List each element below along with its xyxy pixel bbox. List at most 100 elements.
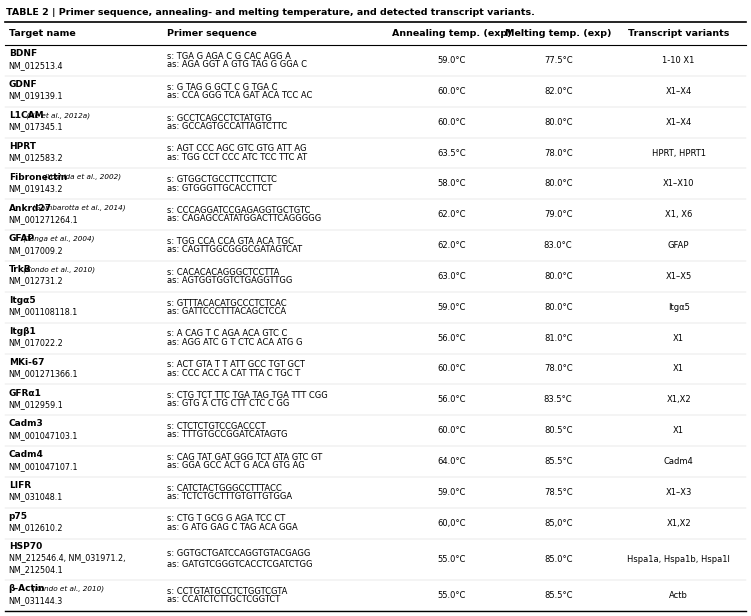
Text: as: AGTGGTGGTCTGAGGTTGG: as: AGTGGTGGTCTGAGGTTGG <box>167 276 292 285</box>
Text: HPRT, HPRT1: HPRT, HPRT1 <box>652 148 706 158</box>
Text: NM_031144.3: NM_031144.3 <box>9 596 63 605</box>
Text: (Tanga et al., 2004): (Tanga et al., 2004) <box>20 235 94 242</box>
Text: TABLE 2 | Primer sequence, annealing- and melting temperature, and detected tran: TABLE 2 | Primer sequence, annealing- an… <box>6 8 535 17</box>
Text: Itgα5: Itgα5 <box>9 296 35 305</box>
Text: L1CAM: L1CAM <box>9 111 44 120</box>
Text: 82.0°C: 82.0°C <box>544 87 572 96</box>
Text: s: CAG TAT GAT GGG TCT ATA GTC GT: s: CAG TAT GAT GGG TCT ATA GTC GT <box>167 453 321 462</box>
Text: NM_019143.2: NM_019143.2 <box>9 184 63 193</box>
Text: Itgα5: Itgα5 <box>668 302 689 312</box>
Text: s: A CAG T C AGA ACA GTC C: s: A CAG T C AGA ACA GTC C <box>167 330 287 338</box>
Text: 59.0°C: 59.0°C <box>437 488 466 496</box>
Text: NM_017345.1: NM_017345.1 <box>9 123 63 131</box>
Text: 60.0°C: 60.0°C <box>437 365 466 373</box>
Text: as: GCCAGTGCCATTAGTCTTC: as: GCCAGTGCCATTAGTCTTC <box>167 122 287 131</box>
Text: s: ACT GTA T T ATT GCC TGT GCT: s: ACT GTA T T ATT GCC TGT GCT <box>167 360 304 369</box>
Text: X1–X3: X1–X3 <box>665 488 692 496</box>
Text: 80.0°C: 80.0°C <box>544 118 572 127</box>
Text: as: TGG CCT CCC ATC TCC TTC AT: as: TGG CCT CCC ATC TCC TTC AT <box>167 153 306 162</box>
Text: NM_001047107.1: NM_001047107.1 <box>9 461 78 471</box>
Text: NM_212504.1: NM_212504.1 <box>9 565 63 575</box>
Text: 85,0°C: 85,0°C <box>544 519 572 528</box>
Text: as: CAGTTGGCGGGCGATAGTCAT: as: CAGTTGGCGGGCGATAGTCAT <box>167 245 302 254</box>
Text: (Kondo et al., 2010): (Kondo et al., 2010) <box>29 586 104 592</box>
Text: 59.0°C: 59.0°C <box>437 302 466 312</box>
Text: 81.0°C: 81.0°C <box>544 334 572 342</box>
Text: (Kondo et al., 2010): (Kondo et al., 2010) <box>20 266 95 273</box>
Text: Annealing temp. (exp): Annealing temp. (exp) <box>391 29 511 38</box>
Text: X1: X1 <box>673 334 684 342</box>
Text: NM_001108118.1: NM_001108118.1 <box>9 307 78 317</box>
Text: NM_019139.1: NM_019139.1 <box>9 92 63 100</box>
Text: 77.5°C: 77.5°C <box>544 56 572 65</box>
Text: X1–X4: X1–X4 <box>665 87 692 96</box>
Text: 62.0°C: 62.0°C <box>437 210 466 219</box>
Text: 60.0°C: 60.0°C <box>437 426 466 435</box>
Text: 58.0°C: 58.0°C <box>437 179 466 188</box>
Text: 85.5°C: 85.5°C <box>544 591 572 600</box>
Text: as: CCA GGG TCA GAT ACA TCC AC: as: CCA GGG TCA GAT ACA TCC AC <box>167 91 312 100</box>
Text: as: CAGAGCCATATGGACTTCAGGGGG: as: CAGAGCCATATGGACTTCAGGGGG <box>167 214 321 224</box>
Text: 60.0°C: 60.0°C <box>437 87 466 96</box>
Text: X1,X2: X1,X2 <box>666 395 691 404</box>
Text: NM_012731.2: NM_012731.2 <box>9 277 63 286</box>
Text: 78.0°C: 78.0°C <box>544 365 572 373</box>
Text: 60,0°C: 60,0°C <box>437 519 466 528</box>
Text: s: CACACACAGGGCTCCTTA: s: CACACACAGGGCTCCTTA <box>167 268 279 277</box>
Text: NM_001271366.1: NM_001271366.1 <box>9 369 78 378</box>
Text: as: AGG ATC G T CTC ACA ATG G: as: AGG ATC G T CTC ACA ATG G <box>167 338 302 347</box>
Text: as: AGA GGT A GTG TAG G GGA C: as: AGA GGT A GTG TAG G GGA C <box>167 60 306 69</box>
Text: 64.0°C: 64.0°C <box>437 457 466 466</box>
Text: 83.0°C: 83.0°C <box>544 241 572 250</box>
Text: as: GTG A CTG CTT CTC C GG: as: GTG A CTG CTT CTC C GG <box>167 399 289 408</box>
Text: s: CATCTACTGGGCCTTTACC: s: CATCTACTGGGCCTTTACC <box>167 484 282 493</box>
Text: as: GGA GCC ACT G ACA GTG AG: as: GGA GCC ACT G ACA GTG AG <box>167 461 304 470</box>
Text: Cadm3: Cadm3 <box>9 419 44 428</box>
Text: s: GCCTCAGCCTCTATGTG: s: GCCTCAGCCTCTATGTG <box>167 113 271 123</box>
Text: GFAP: GFAP <box>668 241 689 250</box>
Text: 59.0°C: 59.0°C <box>437 56 466 65</box>
Text: s: CCCAGGATCCGAGAGGTGCTGTC: s: CCCAGGATCCGAGAGGTGCTGTC <box>167 206 310 215</box>
Text: MKi-67: MKi-67 <box>9 358 44 367</box>
Text: GFRα1: GFRα1 <box>9 389 41 397</box>
Text: (Gambarotta et al., 2014): (Gambarotta et al., 2014) <box>29 205 125 211</box>
Text: s: CTG T GCG G AGA TCC CT: s: CTG T GCG G AGA TCC CT <box>167 514 285 524</box>
Text: X1–X10: X1–X10 <box>663 179 695 188</box>
Text: 80.0°C: 80.0°C <box>544 179 572 188</box>
Text: (Yoshida et al., 2002): (Yoshida et al., 2002) <box>41 174 121 180</box>
Text: X1–X4: X1–X4 <box>665 118 692 127</box>
Text: as: GTGGGTTGCACCTTCT: as: GTGGGTTGCACCTTCT <box>167 184 272 193</box>
Text: as: GATTCCCTTTACAGCTCCA: as: GATTCCCTTTACAGCTCCA <box>167 307 285 316</box>
Text: Melting temp. (exp): Melting temp. (exp) <box>505 29 611 38</box>
Text: Cadm4: Cadm4 <box>9 450 44 460</box>
Text: 85.0°C: 85.0°C <box>544 555 572 564</box>
Text: BDNF: BDNF <box>9 49 37 59</box>
Text: 56.0°C: 56.0°C <box>437 395 466 404</box>
Text: s: GGTGCTGATCCAGGTGTACGAGG: s: GGTGCTGATCCAGGTGTACGAGG <box>167 549 310 558</box>
Text: as: G ATG GAG C TAG ACA GGA: as: G ATG GAG C TAG ACA GGA <box>167 523 297 532</box>
Text: Hspa1a, Hspa1b, Hspa1l: Hspa1a, Hspa1b, Hspa1l <box>627 555 730 564</box>
Text: NM_012513.4: NM_012513.4 <box>9 61 63 70</box>
Text: TrkB: TrkB <box>9 265 32 274</box>
Text: s: AGT CCC AGC GTC GTG ATT AG: s: AGT CCC AGC GTC GTG ATT AG <box>167 144 306 153</box>
Text: NM_212546.4, NM_031971.2,: NM_212546.4, NM_031971.2, <box>9 553 125 562</box>
Text: Target name: Target name <box>9 29 75 38</box>
Text: s: TGG CCA CCA GTA ACA TGC: s: TGG CCA CCA GTA ACA TGC <box>167 237 294 246</box>
Text: Transcript variants: Transcript variants <box>628 29 729 38</box>
Text: s: CTCTCTGTCCGACCCT: s: CTCTCTGTCCGACCCT <box>167 422 265 431</box>
Text: 55.0°C: 55.0°C <box>437 591 466 600</box>
Text: X1,X2: X1,X2 <box>666 519 691 528</box>
Text: X1–X5: X1–X5 <box>665 272 692 281</box>
Text: as: TCTCTGCTTTGTGTTGTGGA: as: TCTCTGCTTTGTGTTGTGGA <box>167 492 291 501</box>
Text: 80.5°C: 80.5°C <box>544 426 572 435</box>
Text: HPRT: HPRT <box>9 142 36 151</box>
Text: Actb: Actb <box>669 591 688 600</box>
Text: GDNF: GDNF <box>9 80 38 89</box>
Text: NM_001047103.1: NM_001047103.1 <box>9 431 78 440</box>
Text: 79.0°C: 79.0°C <box>544 210 572 219</box>
Text: s: CTG TCT TTC TGA TAG TGA TTT CGG: s: CTG TCT TTC TGA TAG TGA TTT CGG <box>167 391 327 400</box>
Text: 63.0°C: 63.0°C <box>437 272 466 281</box>
Text: 85.5°C: 85.5°C <box>544 457 572 466</box>
Text: 78.0°C: 78.0°C <box>544 148 572 158</box>
Text: Fibronectin: Fibronectin <box>9 172 67 182</box>
